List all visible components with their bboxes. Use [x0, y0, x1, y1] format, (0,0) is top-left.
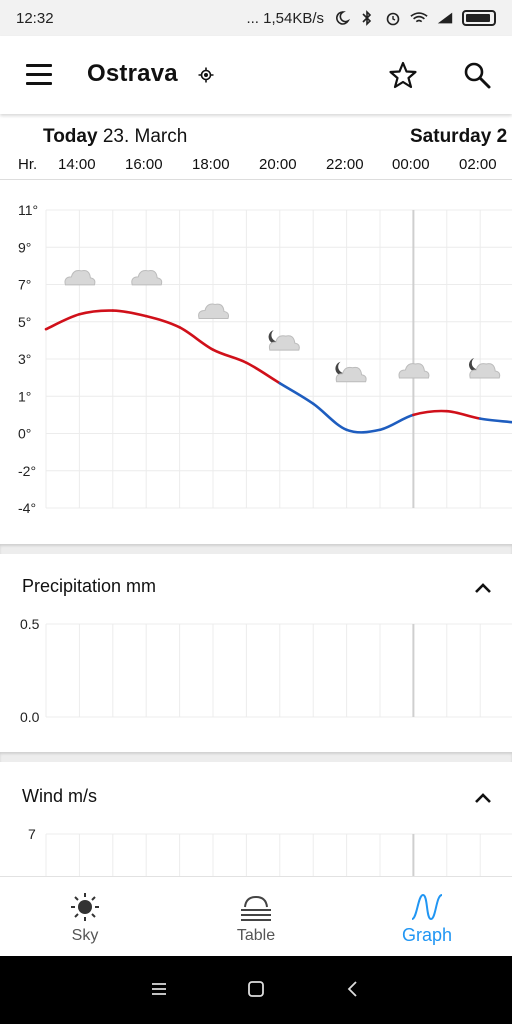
- hour-tick: 00:00: [392, 156, 430, 173]
- nav-sky[interactable]: Sky: [0, 877, 170, 957]
- collapse-precipitation-icon[interactable]: [474, 582, 492, 594]
- hour-row: Hr. 14:00 16:00 18:00 20:00 22:00 00:00 …: [0, 156, 512, 176]
- cloud-icon: [64, 270, 96, 286]
- hour-label: Hr.: [18, 156, 38, 173]
- temperature-line: [111, 309, 148, 318]
- network-speed: ... 1,54KB/s: [246, 9, 324, 27]
- today-label: Today 23. March: [43, 126, 188, 147]
- wind-chart: 7: [28, 826, 512, 876]
- temperature-line: [378, 413, 415, 432]
- recents-icon[interactable]: [150, 980, 168, 998]
- y-tick-label: 0°: [18, 426, 31, 442]
- y-tick-label: -2°: [18, 463, 36, 479]
- wifi-icon: [410, 12, 428, 23]
- menu-icon[interactable]: [26, 64, 52, 86]
- temperature-line: [345, 428, 382, 434]
- cloud-icon: [131, 270, 163, 286]
- temperature-line: [178, 326, 215, 351]
- temperature-line: [78, 309, 115, 316]
- alarm-icon: [386, 12, 400, 26]
- y-tick-label: 1°: [18, 388, 31, 404]
- nav-table-label: Table: [236, 927, 276, 944]
- temperature-line: [278, 381, 315, 405]
- y-tick-label: 5°: [18, 314, 31, 330]
- cloud-icon: [198, 303, 229, 319]
- hour-tick: 22:00: [326, 156, 364, 173]
- date-row: Today 23. March Saturday 2: [0, 126, 512, 152]
- sun-icon: [71, 893, 99, 921]
- nav-graph[interactable]: Graph: [342, 877, 512, 957]
- star-icon[interactable]: [388, 60, 418, 90]
- precipitation-title: Precipitation mm: [22, 576, 157, 596]
- bluetooth-icon: [362, 10, 372, 26]
- system-navigation-bar: [0, 956, 512, 1024]
- temperature-line: [245, 361, 282, 385]
- back-icon[interactable]: [345, 980, 359, 998]
- temperature-line: [44, 313, 81, 331]
- moon-icon: [336, 11, 350, 25]
- hour-tick: 02:00: [459, 156, 497, 173]
- temperature-line: [445, 409, 482, 420]
- location-icon[interactable]: [198, 67, 214, 83]
- temperature-line: [412, 409, 449, 417]
- next-day-label: Saturday 2: [410, 126, 508, 147]
- battery-icon: [462, 10, 496, 26]
- hour-tick: 20:00: [259, 156, 297, 173]
- collapse-wind-icon[interactable]: [474, 792, 492, 804]
- status-icons: ... 1,54KB/s: [246, 10, 496, 27]
- cloud-moon-icon: [268, 330, 300, 351]
- temperature-line: [144, 314, 181, 329]
- nav-table[interactable]: Table: [171, 877, 341, 957]
- y-tick-label: 11°: [18, 202, 38, 218]
- nav-graph-label: Graph: [401, 925, 453, 945]
- hour-tick: 14:00: [58, 156, 96, 173]
- cloud-icon: [398, 363, 430, 379]
- temperature-chart[interactable]: 11° 9° 7° 5° 3° 1° 0° -2° -4°: [0, 190, 512, 535]
- y-tick-label: 7: [28, 826, 36, 842]
- cloud-moon-icon: [335, 361, 367, 383]
- y-tick-label: 3°: [18, 351, 31, 367]
- graph-icon: [411, 893, 443, 921]
- y-tick-label: 0.0: [20, 709, 40, 725]
- cloud-moon-icon: [468, 358, 501, 379]
- fog-icon: [241, 895, 271, 921]
- divider: [0, 179, 512, 180]
- app-bar: Ostrava: [0, 36, 512, 114]
- temperature-line: [478, 417, 512, 424]
- page-title[interactable]: Ostrava: [87, 60, 178, 87]
- hour-tick: 18:00: [192, 156, 230, 173]
- wind-title: Wind m/s: [22, 786, 98, 806]
- nav-sky-label: Sky: [71, 927, 99, 944]
- y-tick-label: -4°: [18, 500, 36, 516]
- bottom-navigation: Sky Table Graph: [0, 876, 512, 956]
- y-tick-label: 7°: [18, 277, 31, 293]
- signal-icon: [437, 12, 453, 24]
- precipitation-chart: 0.5 0.0: [20, 616, 512, 725]
- temperature-line: [211, 348, 248, 365]
- y-tick-label: 0.5: [20, 616, 40, 632]
- hour-tick: 16:00: [125, 156, 163, 173]
- search-icon[interactable]: [462, 60, 492, 90]
- home-icon[interactable]: [246, 980, 266, 998]
- status-time: 12:32: [16, 9, 54, 27]
- section-divider: [0, 752, 512, 762]
- section-divider: [0, 544, 512, 554]
- status-bar: 12:32 ... 1,54KB/s: [0, 0, 512, 36]
- temperature-line: [311, 402, 348, 432]
- y-tick-label: 9°: [18, 239, 31, 255]
